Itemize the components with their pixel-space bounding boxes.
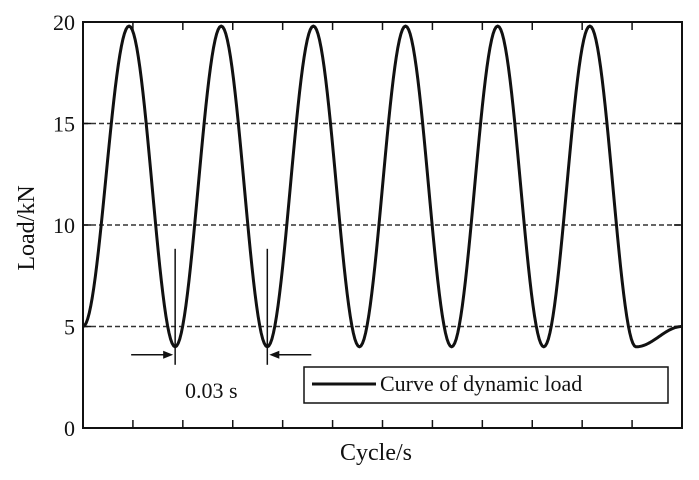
legend: Curve of dynamic load [303, 366, 669, 404]
x-axis-title: Cycle/s [340, 440, 412, 466]
y-tick-label: 10 [53, 213, 75, 238]
y-tick-label: 20 [53, 10, 75, 35]
grid-lines [83, 122, 682, 328]
series-layer [82, 24, 683, 349]
legend-entry-label: Curve of dynamic load [380, 371, 582, 396]
y-axis-title: Load/kN [14, 185, 40, 270]
y-tick-label: 15 [53, 112, 75, 137]
y-ticks: 0 5 10 15 20 [53, 10, 682, 441]
series-line [82, 24, 683, 349]
period-arrowhead-right [269, 350, 280, 359]
x-ticks [132, 22, 633, 428]
period-annotation [131, 248, 312, 365]
y-tick-label: 0 [64, 416, 75, 441]
period-annotation-label: 0.03 s [185, 378, 238, 403]
period-arrowhead-left [163, 350, 174, 359]
y-tick-label: 5 [64, 315, 75, 340]
